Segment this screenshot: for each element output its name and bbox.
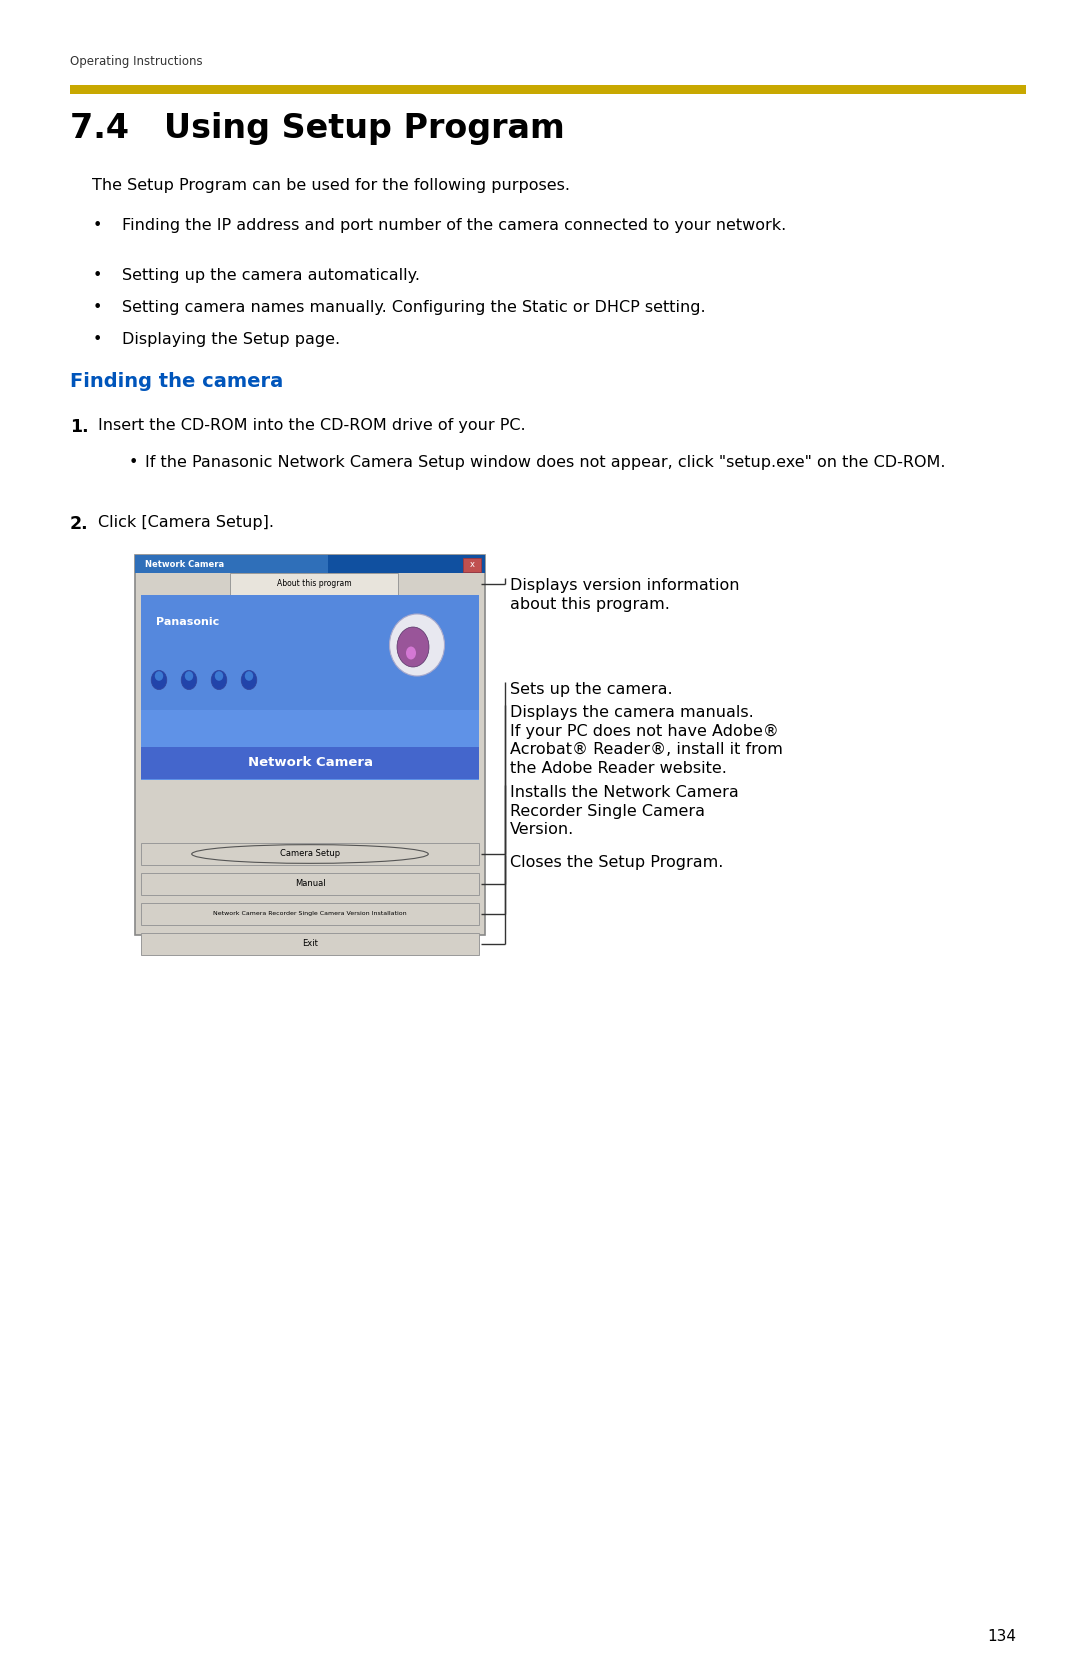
Text: Setting up the camera automatically.: Setting up the camera automatically. [122, 269, 420, 284]
Text: Displays the camera manuals.
If your PC does not have Adobe®
Acrobat® Reader®, i: Displays the camera manuals. If your PC … [510, 704, 783, 776]
Text: About this program: About this program [276, 579, 351, 589]
Text: Insert the CD-ROM into the CD-ROM drive of your PC.: Insert the CD-ROM into the CD-ROM drive … [98, 417, 526, 432]
Bar [141, 709, 480, 779]
Bar [70, 85, 1026, 93]
Text: Click [Camera Setup].: Click [Camera Setup]. [98, 516, 274, 531]
Bar [141, 596, 480, 779]
Ellipse shape [406, 646, 416, 659]
Text: Camera Setup: Camera Setup [280, 850, 340, 858]
Text: Exit: Exit [302, 940, 318, 948]
Ellipse shape [181, 671, 197, 689]
Ellipse shape [154, 671, 163, 681]
Text: 134: 134 [987, 1629, 1016, 1644]
Text: Operating Instructions: Operating Instructions [70, 55, 203, 68]
Ellipse shape [390, 614, 445, 676]
Text: •: • [92, 300, 102, 315]
Text: •: • [92, 332, 102, 347]
Ellipse shape [212, 671, 227, 689]
Text: If the Panasonic Network Camera Setup window does not appear, click "setup.exe" : If the Panasonic Network Camera Setup wi… [145, 456, 946, 471]
Text: x: x [470, 559, 474, 569]
Text: Network Camera Recorder Single Camera Version Installation: Network Camera Recorder Single Camera Ve… [213, 911, 407, 916]
Text: Displaying the Setup page.: Displaying the Setup page. [122, 332, 340, 347]
Text: Installs the Network Camera
Recorder Single Camera
Version.: Installs the Network Camera Recorder Sin… [510, 784, 739, 838]
Bar [141, 748, 480, 779]
Bar [135, 556, 485, 572]
Text: 1.: 1. [69, 417, 89, 436]
Text: Network Camera: Network Camera [247, 756, 373, 769]
Text: •: • [92, 269, 102, 284]
Bar [141, 843, 480, 865]
Text: 2.: 2. [69, 516, 89, 532]
Text: •: • [92, 219, 102, 234]
Text: Manual: Manual [295, 880, 325, 888]
Text: The Setup Program can be used for the following purposes.: The Setup Program can be used for the fo… [92, 179, 570, 194]
Text: Displays version information
about this program.: Displays version information about this … [510, 577, 740, 611]
Ellipse shape [215, 671, 224, 681]
Ellipse shape [151, 671, 166, 689]
Text: •: • [129, 456, 137, 471]
Bar [135, 556, 327, 572]
Bar [141, 903, 480, 925]
Bar [463, 557, 481, 572]
Text: Setting camera names manually. Configuring the Static or DHCP setting.: Setting camera names manually. Configuri… [122, 300, 706, 315]
Ellipse shape [245, 671, 253, 681]
Text: Network Camera: Network Camera [145, 559, 225, 569]
Bar [141, 933, 480, 955]
Ellipse shape [241, 671, 257, 689]
Ellipse shape [397, 628, 429, 668]
Bar [135, 556, 485, 935]
Bar [141, 873, 480, 895]
Text: 7.4   Using Setup Program: 7.4 Using Setup Program [70, 112, 565, 145]
Text: Sets up the camera.: Sets up the camera. [510, 683, 673, 698]
Ellipse shape [185, 671, 193, 681]
Text: Panasonic: Panasonic [156, 618, 219, 628]
Bar [230, 572, 399, 596]
Text: Finding the camera: Finding the camera [70, 372, 283, 391]
Text: Closes the Setup Program.: Closes the Setup Program. [510, 855, 724, 870]
Text: Finding the IP address and port number of the camera connected to your network.: Finding the IP address and port number o… [122, 219, 786, 234]
